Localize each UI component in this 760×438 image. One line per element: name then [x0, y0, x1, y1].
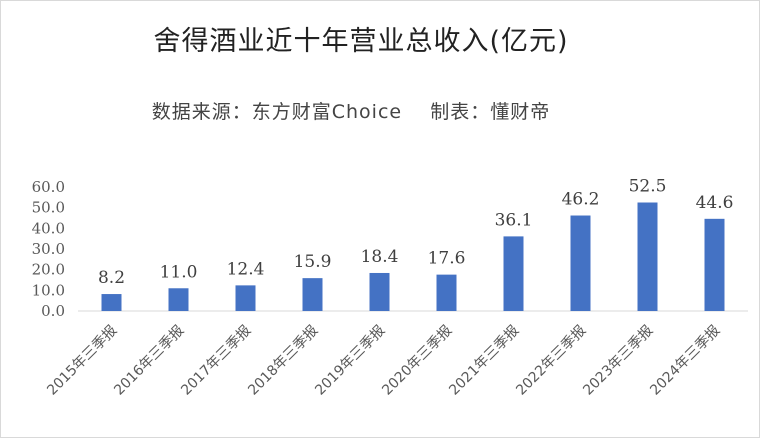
- bars-group: [101, 202, 725, 311]
- data-label: 36.1: [495, 210, 533, 230]
- data-label: 17.6: [428, 249, 466, 269]
- bar: [168, 288, 189, 311]
- y-tick-label: 60.0: [32, 178, 65, 196]
- x-tick-label: 2020年三季报: [379, 323, 455, 399]
- data-label: 52.5: [629, 177, 667, 197]
- y-tick-label: 30.0: [32, 240, 65, 258]
- x-tick-label: 2019年三季报: [312, 323, 388, 399]
- chart-title: 舍得酒业近十年营业总收入(亿元): [153, 26, 569, 57]
- y-tick-label: 20.0: [32, 261, 65, 279]
- y-tick-label: 0.0: [41, 302, 65, 320]
- data-labels-group: 8.2 11.0 12.4 15.9 18.4 17.6 36.1 46.2 52.5 44.6: [98, 177, 733, 289]
- x-tick-label: 2017年三季报: [178, 323, 254, 399]
- x-tick-label: 2022年三季报: [513, 323, 589, 399]
- y-tick-label: 10.0: [32, 281, 65, 299]
- y-axis-ticks: 0.0 10.0 20.0 30.0 40.0 50.0 60.0: [32, 178, 65, 320]
- chart-subtitle: 数据来源：东方财富Choice 制表：懂财帝: [151, 101, 551, 123]
- bar: [101, 294, 122, 311]
- data-label: 44.6: [696, 193, 734, 213]
- x-tick-label: 2016年三季报: [111, 323, 187, 399]
- data-label: 46.2: [562, 190, 600, 210]
- bar: [302, 278, 323, 311]
- bar: [570, 215, 591, 311]
- x-tick-label: 2023年三季报: [580, 323, 656, 399]
- x-tick-label: 2015年三季报: [44, 323, 120, 399]
- y-tick-label: 40.0: [32, 219, 65, 237]
- x-tick-label: 2018年三季报: [245, 323, 321, 399]
- x-tick-label: 2024年三季报: [647, 323, 723, 399]
- bar: [637, 202, 658, 311]
- data-label: 15.9: [294, 252, 332, 272]
- bar: [369, 272, 390, 311]
- data-label: 11.0: [160, 262, 198, 282]
- x-axis-ticks: 2015年三季报2016年三季报2017年三季报2018年三季报2019年三季报…: [44, 323, 723, 399]
- y-tick-label: 50.0: [32, 199, 65, 217]
- data-label: 8.2: [98, 268, 125, 288]
- bar: [503, 236, 524, 311]
- bar: [436, 274, 457, 311]
- bar: [235, 285, 256, 311]
- data-label: 12.4: [227, 259, 265, 279]
- data-label: 18.4: [361, 247, 399, 267]
- bar: [704, 218, 725, 311]
- x-tick-label: 2021年三季报: [446, 323, 522, 399]
